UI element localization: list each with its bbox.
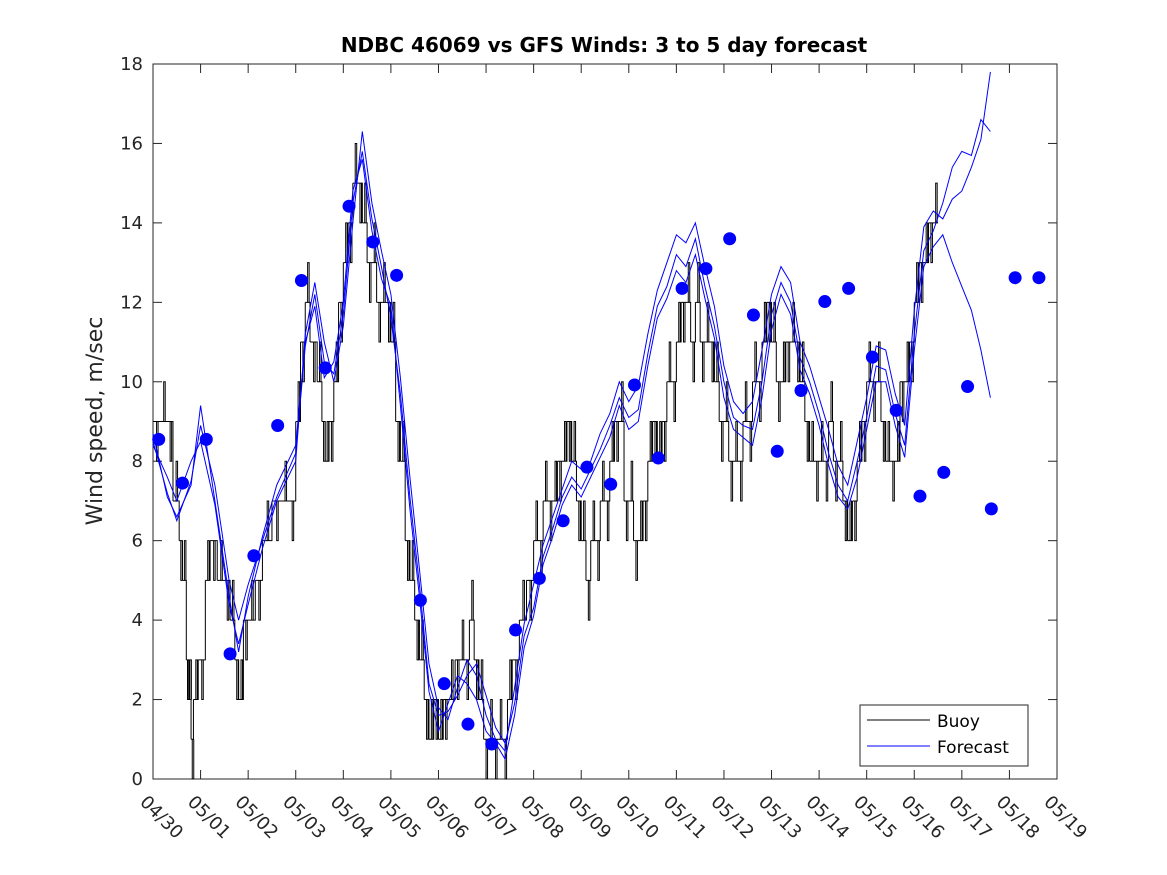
forecast-marker	[580, 460, 594, 474]
forecast-marker	[437, 677, 451, 691]
x-tick-label: 05/17	[944, 792, 996, 844]
forecast-marker	[818, 295, 832, 309]
x-tick-label: 05/14	[802, 792, 854, 844]
forecast-marker	[413, 593, 427, 607]
legend-box	[859, 704, 1029, 767]
forecast-marker	[318, 361, 332, 375]
y-tick-label: 4	[132, 610, 143, 631]
forecast-marker	[1008, 271, 1022, 285]
x-tick-label: 05/01	[183, 792, 235, 844]
legend-buoy-label: Buoy	[937, 712, 980, 732]
forecast-marker	[271, 418, 285, 432]
y-tick-label: 8	[132, 451, 143, 472]
forecast-marker	[746, 308, 760, 322]
y-tick-label: 18	[120, 54, 143, 75]
y-tick-label: 0	[132, 769, 143, 790]
forecast-marker	[937, 465, 951, 479]
forecast-marker	[294, 273, 308, 287]
x-tick-label: 05/15	[849, 792, 901, 844]
x-tick-label: 05/02	[231, 792, 283, 844]
forecast-marker	[961, 380, 975, 394]
y-tick-label: 14	[120, 213, 143, 234]
forecast-marker	[485, 737, 499, 751]
legend: Buoy Forecast	[859, 704, 1029, 767]
forecast-series-line-3	[152, 159, 991, 761]
x-tick-label: 04/30	[135, 792, 187, 844]
forecast-marker	[842, 281, 856, 295]
forecast-marker	[175, 476, 189, 490]
forecast-marker	[532, 571, 546, 585]
x-tick-label: 05/07	[469, 792, 521, 844]
x-tick-label: 05/09	[564, 792, 616, 844]
forecast-marker	[723, 232, 737, 246]
x-tick-label: 05/19	[1039, 792, 1091, 844]
forecast-marker	[889, 403, 903, 417]
forecast-marker	[152, 432, 166, 446]
legend-forecast-label: Forecast	[937, 738, 1009, 758]
forecast-marker	[1032, 271, 1046, 285]
x-tick-label: 05/12	[706, 792, 758, 844]
y-axis-label: Wind speed, m/sec	[83, 317, 108, 526]
forecast-marker	[461, 717, 475, 731]
forecast-marker	[984, 502, 998, 516]
forecast-marker	[651, 451, 665, 465]
forecast-marker	[770, 444, 784, 458]
forecast-marker	[199, 432, 213, 446]
forecast-series-line-2	[152, 71, 991, 753]
x-tick-label: 05/03	[278, 792, 330, 844]
x-tick-label: 05/06	[421, 792, 473, 844]
chart-title: NDBC 46069 vs GFS Winds: 3 to 5 day fore…	[341, 33, 868, 57]
forecast-marker	[699, 262, 713, 276]
y-axis: 0 2 4 6 8 10 12 14 16 18	[120, 54, 1057, 790]
y-tick-label: 12	[120, 292, 143, 313]
forecast-marker	[342, 199, 356, 213]
x-tick-label: 05/11	[659, 792, 711, 844]
forecast-marker	[556, 514, 570, 528]
x-tick-label: 05/04	[326, 792, 378, 844]
axes-box	[152, 63, 1058, 780]
x-tick-label: 05/18	[992, 792, 1044, 844]
forecast-marker	[390, 268, 404, 282]
y-tick-label: 2	[132, 690, 143, 711]
y-tick-label: 6	[132, 531, 143, 552]
y-tick-label: 10	[120, 372, 143, 393]
forecast-marker	[366, 235, 380, 249]
forecast-marker	[223, 647, 237, 661]
forecast-marker	[604, 477, 618, 491]
forecast-marker	[509, 623, 523, 637]
x-tick-label: 05/10	[611, 792, 663, 844]
forecast-marker	[913, 489, 927, 503]
forecast-marker	[865, 350, 879, 364]
y-tick-label: 16	[120, 133, 143, 154]
forecast-marker	[627, 378, 641, 392]
x-tick-label: 05/05	[373, 792, 425, 844]
x-tick-label: 05/16	[897, 792, 949, 844]
forecast-marker	[794, 384, 808, 398]
x-tick-label: 05/08	[516, 792, 568, 844]
forecast-marker	[247, 549, 261, 563]
x-tick-label: 05/13	[754, 792, 806, 844]
forecast-marker	[675, 281, 689, 295]
forecast-markers	[152, 199, 1046, 751]
